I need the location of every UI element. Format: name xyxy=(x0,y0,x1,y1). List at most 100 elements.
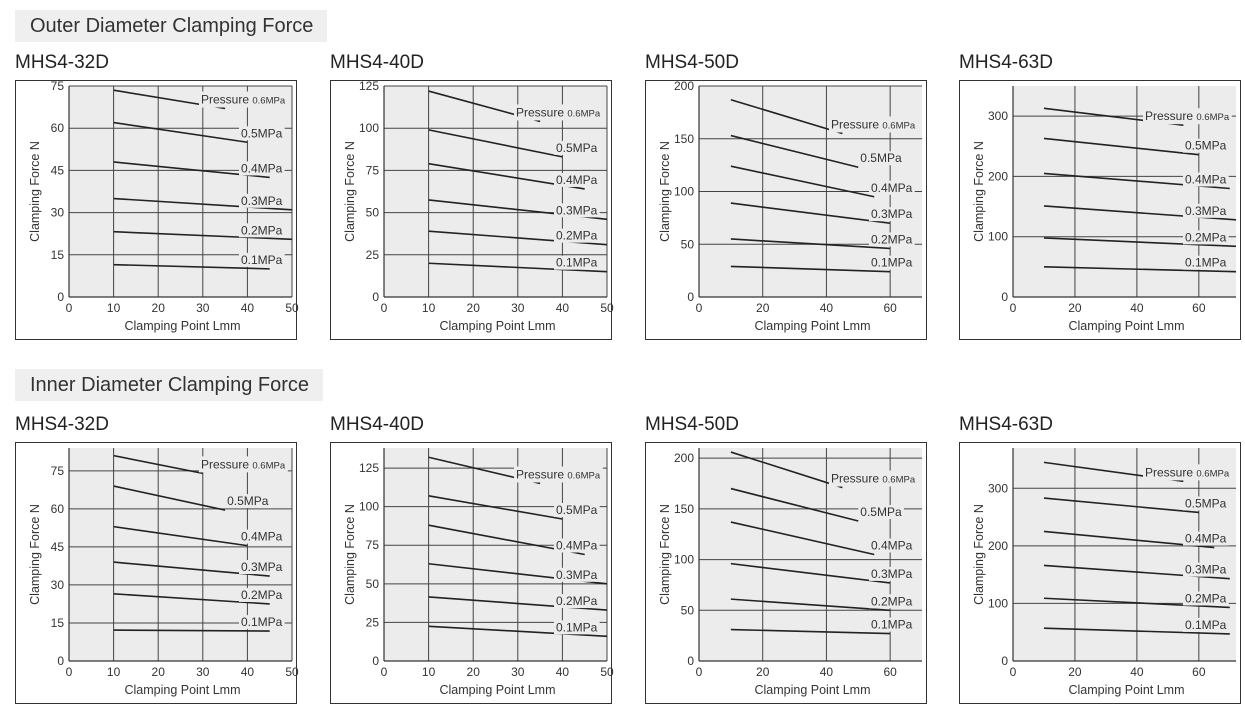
series-label: 0.1MPa xyxy=(241,615,283,629)
y-axis-label: Clamping Force N xyxy=(28,504,42,605)
y-axis-label: Clamping Force N xyxy=(658,504,672,605)
series-line xyxy=(113,454,203,475)
y-tick-label: 50 xyxy=(681,237,695,251)
y-tick-label: 150 xyxy=(674,132,694,146)
chart-title: MHS4-40D xyxy=(330,414,424,435)
x-tick-label: 60 xyxy=(883,665,897,679)
x-tick-label: 0 xyxy=(696,301,703,315)
x-tick-label: 20 xyxy=(756,665,770,679)
series-label: 0.5MPa xyxy=(1185,496,1227,510)
series-line xyxy=(113,121,248,144)
chart-title: MHS4-32D xyxy=(15,414,109,435)
y-tick-label: 0 xyxy=(1001,654,1008,668)
series-line xyxy=(428,495,563,520)
x-tick-label: 20 xyxy=(1068,301,1082,315)
x-tick-label: 50 xyxy=(285,301,299,315)
x-tick-label: 30 xyxy=(511,665,525,679)
y-tick-label: 150 xyxy=(674,502,694,516)
series-label: 0.4MPa xyxy=(241,161,283,175)
series-line xyxy=(730,98,843,135)
series-label: 0.4MPa xyxy=(1185,532,1227,546)
x-tick-label: 20 xyxy=(1068,665,1082,679)
series-label: 0.3MPa xyxy=(241,560,283,574)
clamping-force-chart: 0 10 20 30 40 50 0 15 30 45 60 75 Clamping Point Lmm… xyxy=(15,79,299,340)
y-tick-label: 100 xyxy=(359,121,379,135)
series-label: 0.1MPa xyxy=(556,620,598,634)
clamping-force-chart: 0 10 20 30 40 50 0 25 50 75 100 125 Clamping Point L… xyxy=(330,442,614,704)
x-tick-label: 30 xyxy=(511,301,525,315)
section-title-outer: Outer Diameter Clamping Force xyxy=(15,10,328,42)
series-line xyxy=(1043,627,1230,635)
series-line xyxy=(1043,497,1199,514)
y-tick-label: 100 xyxy=(359,500,379,514)
series-label: 0.5MPa xyxy=(556,503,598,517)
series-label: 0.3MPa xyxy=(1185,204,1227,218)
y-tick-label: 100 xyxy=(988,596,1008,610)
series-line xyxy=(730,238,891,250)
x-axis-label: Clamping Point Lmm xyxy=(124,319,240,333)
y-tick-label: 50 xyxy=(366,577,380,591)
x-tick-label: 40 xyxy=(820,665,834,679)
chart-title: MHS4-63D xyxy=(959,414,1053,435)
series-line xyxy=(730,451,843,489)
series-label: 0.1MPa xyxy=(871,256,913,270)
y-axis-label: Clamping Force N xyxy=(658,141,672,242)
series-line xyxy=(113,230,293,241)
y-tick-label: 0 xyxy=(1001,290,1008,304)
x-tick-label: 0 xyxy=(381,665,388,679)
series-label: 0.4MPa xyxy=(556,173,598,187)
x-tick-label: 50 xyxy=(600,301,614,315)
series-line xyxy=(730,628,891,635)
series-line xyxy=(1043,266,1237,273)
chart-title: MHS4-32D xyxy=(15,52,109,73)
x-axis-label: Clamping Point Lmm xyxy=(754,319,870,333)
x-tick-label: 60 xyxy=(1192,665,1206,679)
y-tick-label: 75 xyxy=(366,163,380,177)
y-tick-label: 0 xyxy=(57,654,64,668)
y-tick-label: 100 xyxy=(988,230,1008,244)
series-label: 0.3MPa xyxy=(556,568,598,582)
series-line xyxy=(730,134,859,169)
series-label: 0.2MPa xyxy=(1185,230,1227,244)
x-tick-label: 10 xyxy=(107,665,121,679)
series-label: 0.3MPa xyxy=(871,207,913,221)
y-tick-label: 125 xyxy=(359,461,379,475)
x-tick-label: 60 xyxy=(1192,301,1206,315)
series-label: 0.4MPa xyxy=(241,530,283,544)
series-label: 0.3MPa xyxy=(241,194,283,208)
x-tick-label: 60 xyxy=(883,301,897,315)
y-tick-label: 200 xyxy=(674,79,694,93)
series-label: 0.1MPa xyxy=(1185,618,1227,632)
series-label: 0.5MPa xyxy=(556,141,598,155)
x-tick-label: 0 xyxy=(696,665,703,679)
x-tick-label: 10 xyxy=(422,301,436,315)
series-label: 0.2MPa xyxy=(241,588,283,602)
x-tick-label: 20 xyxy=(467,665,481,679)
x-tick-label: 0 xyxy=(66,301,73,315)
y-tick-label: 45 xyxy=(51,540,65,554)
x-tick-label: 50 xyxy=(285,665,299,679)
y-tick-label: 50 xyxy=(681,603,695,617)
y-tick-label: 200 xyxy=(988,539,1008,553)
x-axis-label: Clamping Point Lmm xyxy=(124,683,240,697)
series-label: 0.5MPa xyxy=(860,505,902,519)
y-tick-label: 60 xyxy=(51,121,65,135)
x-tick-label: 40 xyxy=(241,301,255,315)
y-tick-label: 300 xyxy=(988,481,1008,495)
series-label: 0.4MPa xyxy=(871,539,913,553)
series-label: 0.2MPa xyxy=(871,232,913,246)
x-tick-label: 40 xyxy=(556,665,570,679)
x-tick-label: 40 xyxy=(1130,665,1144,679)
x-tick-label: 30 xyxy=(196,301,210,315)
series-line xyxy=(113,485,226,511)
y-axis-label: Clamping Force N xyxy=(972,504,986,605)
x-axis-label: Clamping Point Lmm xyxy=(754,683,870,697)
series-label: 0.1MPa xyxy=(871,618,913,632)
series-label: 0.4MPa xyxy=(556,539,598,553)
y-tick-label: 50 xyxy=(366,206,380,220)
y-tick-label: 200 xyxy=(674,451,694,465)
chart-title: MHS4-63D xyxy=(959,52,1053,73)
y-axis-label: Clamping Force N xyxy=(28,141,42,242)
x-tick-label: 20 xyxy=(467,301,481,315)
series-line xyxy=(113,629,270,632)
